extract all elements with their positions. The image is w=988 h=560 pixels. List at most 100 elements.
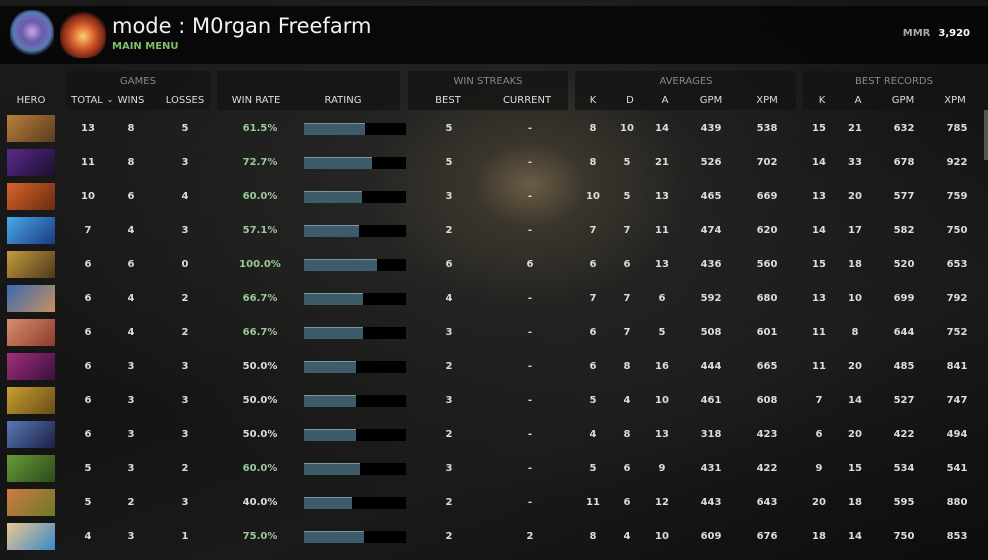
table-row[interactable]: 6 4 2 66.7% 3 - 6 7 5 508 601 11 8 644 752 <box>0 318 978 348</box>
hero-portrait[interactable] <box>7 421 55 448</box>
hero-portrait[interactable] <box>7 523 55 550</box>
table-row[interactable]: 5 2 3 40.0% 2 - 11 6 12 443 643 20 18 595 880 <box>0 488 978 518</box>
cell-a: 10 <box>655 531 669 542</box>
col-wins[interactable]: WINS <box>117 95 145 106</box>
mmr-value: 3,920 <box>938 28 970 39</box>
cell-ba: 18 <box>848 259 862 270</box>
hero-portrait[interactable] <box>7 285 55 312</box>
col-rating[interactable]: RATING <box>324 95 362 106</box>
cell-losses: 2 <box>181 293 189 304</box>
hero-portrait[interactable] <box>7 183 55 210</box>
averages-group <box>575 71 796 110</box>
cell-xpm: 620 <box>756 225 778 236</box>
cell-best: 2 <box>445 531 453 542</box>
table-row[interactable]: 4 3 1 75.0% 2 2 8 4 10 609 676 18 14 750 853 <box>0 522 978 552</box>
hero-portrait[interactable] <box>7 353 55 380</box>
table-row[interactable]: 7 4 3 57.1% 2 - 7 7 11 474 620 14 17 582 750 <box>0 216 978 246</box>
cell-bk: 14 <box>812 157 826 168</box>
table-row[interactable]: 10 6 4 60.0% 3 - 10 5 13 465 669 13 20 577 759 <box>0 182 978 212</box>
cell-d: 10 <box>620 123 634 134</box>
hero-portrait[interactable] <box>7 149 55 176</box>
cell-xpm: 601 <box>756 327 778 338</box>
col-best-a[interactable]: A <box>854 95 862 106</box>
hero-portrait[interactable] <box>7 115 55 142</box>
table-row[interactable]: 6 3 3 50.0% 2 - 6 8 16 444 665 11 20 485 841 <box>0 352 978 382</box>
cell-d: 7 <box>623 225 631 236</box>
cell-gpm: 461 <box>700 395 722 406</box>
col-best-streak[interactable]: BEST <box>435 95 461 106</box>
table-row[interactable]: 13 8 5 61.5% 5 - 8 10 14 439 538 15 21 632 785 <box>0 114 978 144</box>
col-losses[interactable]: LOSSES <box>165 95 205 106</box>
table-row[interactable]: 5 3 2 60.0% 3 - 5 6 9 431 422 9 15 534 541 <box>0 454 978 484</box>
battle-pass-badge-icon <box>60 10 106 58</box>
table-row[interactable]: 6 6 0 100.0% 6 6 6 6 13 436 560 15 18 520 653 <box>0 250 978 280</box>
cell-wins: 3 <box>127 395 135 406</box>
col-total[interactable]: TOTAL <box>71 95 103 106</box>
cell-bgpm: 595 <box>893 497 915 508</box>
rating-bar <box>304 225 406 237</box>
cell-wins: 8 <box>127 157 135 168</box>
winrate-group <box>217 71 400 110</box>
cell-a: 5 <box>658 327 666 338</box>
main-menu-link[interactable]: MAIN MENU <box>112 41 179 52</box>
col-best-k[interactable]: K <box>818 95 826 106</box>
cell-total: 6 <box>84 293 92 304</box>
cell-wins: 4 <box>127 327 135 338</box>
hero-portrait[interactable] <box>7 489 55 516</box>
cell-bk: 9 <box>815 463 823 474</box>
cell-xpm: 608 <box>756 395 778 406</box>
col-best-xpm[interactable]: XPM <box>944 95 966 106</box>
cell-ba: 20 <box>848 361 862 372</box>
hero-portrait[interactable] <box>7 387 55 414</box>
cell-best: 2 <box>445 225 453 236</box>
col-winrate[interactable]: WIN RATE <box>231 95 281 106</box>
col-avg-a[interactable]: A <box>661 95 669 106</box>
cell-a: 6 <box>658 293 666 304</box>
col-avg-xpm[interactable]: XPM <box>756 95 778 106</box>
cell-wins: 3 <box>127 463 135 474</box>
col-hero[interactable]: HERO <box>16 95 46 106</box>
cell-total: 5 <box>84 463 92 474</box>
cell-k: 7 <box>589 293 597 304</box>
best-records-group <box>803 71 988 110</box>
cell-best: 3 <box>445 463 453 474</box>
hero-portrait[interactable] <box>7 251 55 278</box>
cell-winrate: 75.0% <box>242 531 278 542</box>
hero-portrait[interactable] <box>7 455 55 482</box>
cell-current: 2 <box>526 531 534 542</box>
col-avg-gpm[interactable]: GPM <box>699 95 723 106</box>
cell-losses: 0 <box>181 259 189 270</box>
table-row[interactable]: 11 8 3 72.7% 5 - 8 5 21 526 702 14 33 678 922 <box>0 148 978 178</box>
rating-bar-fill <box>304 157 373 169</box>
cell-k: 10 <box>586 191 600 202</box>
cell-losses: 3 <box>181 225 189 236</box>
rating-bar-fill <box>304 191 363 203</box>
cell-bk: 6 <box>815 429 823 440</box>
col-avg-k[interactable]: K <box>589 95 597 106</box>
cell-bxpm: 792 <box>946 293 968 304</box>
cell-winrate: 57.1% <box>242 225 278 236</box>
col-current-streak[interactable]: CURRENT <box>502 95 552 106</box>
cell-best: 2 <box>445 497 453 508</box>
cell-best: 3 <box>445 191 453 202</box>
cell-d: 7 <box>623 327 631 338</box>
table-row[interactable]: 6 3 3 50.0% 3 - 5 4 10 461 608 7 14 527 747 <box>0 386 978 416</box>
table-row[interactable]: 6 4 2 66.7% 4 - 7 7 6 592 680 13 10 699 792 <box>0 284 978 314</box>
cell-bxpm: 747 <box>946 395 968 406</box>
cell-wins: 8 <box>127 123 135 134</box>
rating-bar-fill <box>304 361 357 373</box>
cell-xpm: 538 <box>756 123 778 134</box>
scrollbar[interactable] <box>984 110 988 160</box>
hero-portrait[interactable] <box>7 217 55 244</box>
cell-d: 6 <box>623 497 631 508</box>
rating-bar-fill <box>304 259 378 271</box>
col-best-gpm[interactable]: GPM <box>891 95 915 106</box>
hero-portrait[interactable] <box>7 319 55 346</box>
cell-ba: 21 <box>848 123 862 134</box>
col-avg-d[interactable]: D <box>626 95 634 106</box>
table-row[interactable]: 6 3 3 50.0% 2 - 4 8 13 318 423 6 20 422 494 <box>0 420 978 450</box>
cell-ba: 20 <box>848 191 862 202</box>
cell-wins: 6 <box>127 191 135 202</box>
rating-bar <box>304 429 406 441</box>
chevron-down-icon[interactable]: ⌄ <box>106 95 114 104</box>
